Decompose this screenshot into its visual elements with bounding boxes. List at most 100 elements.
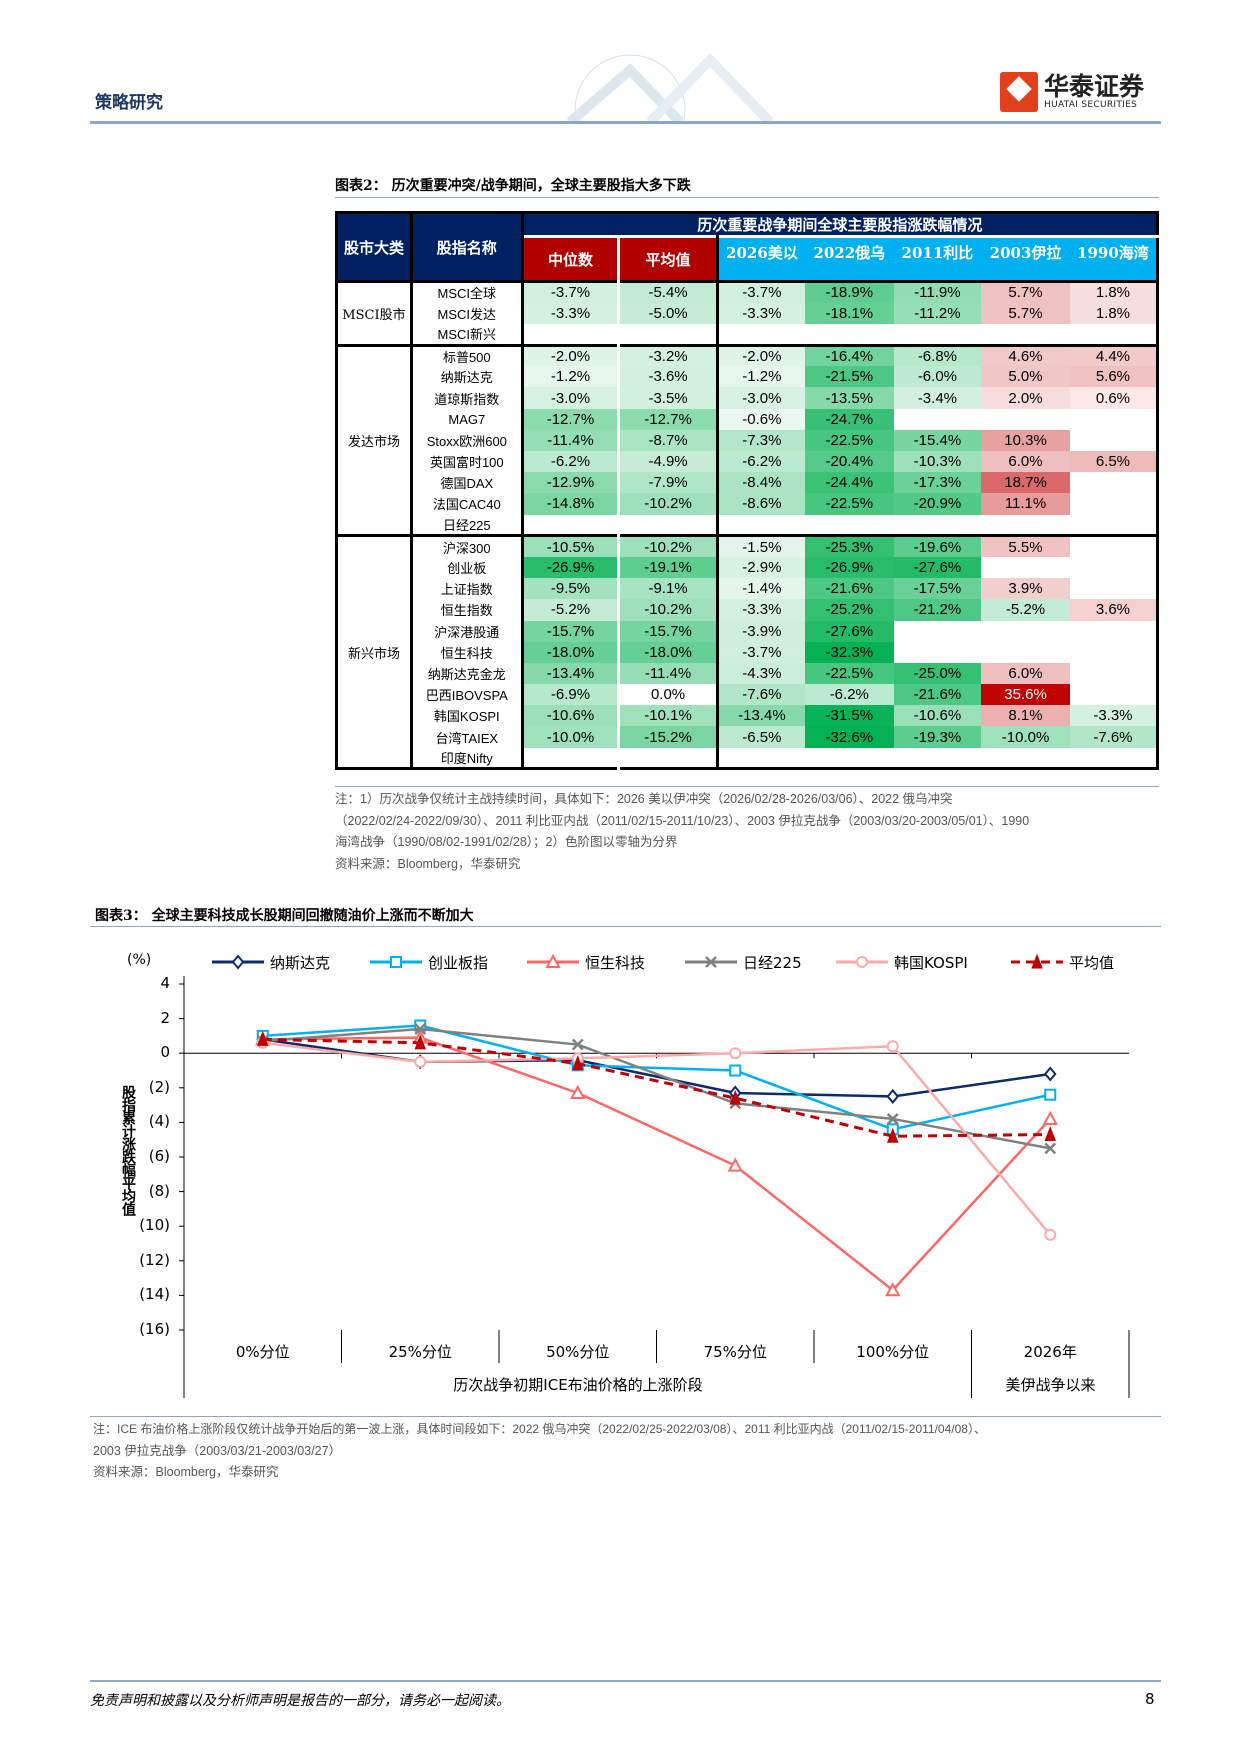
value-cell bbox=[981, 323, 1070, 346]
value-cell: -11.4% bbox=[522, 429, 621, 451]
value-cell: -5.2% bbox=[981, 599, 1070, 621]
x-marker bbox=[414, 1023, 427, 1035]
col-header-category: 股市大类 bbox=[336, 212, 413, 282]
value-cell bbox=[1069, 578, 1158, 600]
value-cell: -5.2% bbox=[522, 599, 621, 621]
table-row: 印度Nifty bbox=[337, 747, 1158, 769]
value-cell: -15.7% bbox=[522, 620, 621, 642]
value-cell: -6.5% bbox=[717, 726, 805, 748]
filled-triangle-marker bbox=[1031, 953, 1043, 969]
value-cell: -19.6% bbox=[893, 534, 982, 557]
value-cell: -3.7% bbox=[522, 279, 621, 303]
filled-triangle-marker bbox=[257, 1030, 269, 1046]
series-line bbox=[262, 1037, 1051, 1138]
table-row: 法国CAC40 -14.8% -10.2% -8.6% -22.5% -20.9% 11.1… bbox=[337, 493, 1158, 515]
value-cell: -10.6% bbox=[893, 705, 982, 727]
value-cell: -3.9% bbox=[717, 620, 805, 642]
value-cell: -6.0% bbox=[893, 366, 982, 388]
series-4 bbox=[256, 1023, 1057, 1155]
index-name-cell: 巴西IBOVSPA bbox=[411, 684, 524, 706]
diamond-marker bbox=[231, 954, 245, 970]
triangle-marker bbox=[727, 1157, 743, 1172]
value-cell bbox=[717, 747, 805, 769]
value-cell: -26.9% bbox=[522, 556, 621, 579]
value-cell: -25.2% bbox=[804, 599, 894, 621]
value-cell: -3.3% bbox=[717, 599, 805, 621]
index-name-cell: 纳斯达克金龙 bbox=[411, 662, 524, 685]
triangle-marker bbox=[570, 1084, 586, 1099]
value-cell bbox=[522, 514, 621, 536]
table-row: 韩国KOSPI -10.6% -10.1% -13.4% -31.5% -10.6% 8.1… bbox=[337, 705, 1158, 727]
value-cell: 6.5% bbox=[1069, 451, 1158, 473]
value-cell: -0.6% bbox=[717, 408, 805, 430]
value-cell: -22.5% bbox=[804, 429, 894, 451]
series-line bbox=[262, 1041, 1052, 1236]
filled-triangle-marker bbox=[887, 1127, 899, 1143]
value-cell: 3.9% bbox=[981, 578, 1070, 600]
source-line: 资料来源：Bloomberg，华泰研究 bbox=[93, 1465, 279, 1479]
index-name-cell: 纳斯达克 bbox=[411, 366, 524, 388]
value-cell bbox=[1069, 662, 1158, 685]
table-row: 沪深港股通 -15.7% -15.7% -3.9% -27.6% bbox=[337, 620, 1158, 642]
value-cell: -31.5% bbox=[804, 705, 894, 727]
value-cell: -27.6% bbox=[893, 556, 982, 579]
value-cell bbox=[1069, 472, 1158, 494]
value-cell: 4.4% bbox=[1069, 343, 1158, 367]
value-cell: -19.1% bbox=[618, 556, 719, 579]
value-cell: -3.6% bbox=[618, 366, 719, 388]
value-cell: -20.9% bbox=[893, 493, 982, 515]
value-cell bbox=[618, 514, 719, 536]
x-marker bbox=[571, 1038, 584, 1051]
value-cell: -10.3% bbox=[893, 451, 982, 473]
logo-mark-icon bbox=[1000, 72, 1038, 112]
value-cell: -7.9% bbox=[618, 472, 719, 494]
x-category-label: 100%分位 bbox=[856, 1343, 930, 1361]
series-line bbox=[262, 1027, 1051, 1150]
group-label-2026: 美伊战争以来 bbox=[1005, 1376, 1096, 1394]
triangle-marker bbox=[1042, 1110, 1058, 1125]
y-tick-label: 2 bbox=[160, 1008, 170, 1027]
table-row: 恒生指数 -5.2% -10.2% -3.3% -25.2% -21.2% -5.2% 3.6… bbox=[337, 599, 1158, 621]
col-header-2026: 2026美以 bbox=[717, 235, 805, 282]
value-cell: -8.6% bbox=[717, 493, 805, 515]
value-cell: -18.0% bbox=[618, 641, 719, 663]
circle-marker bbox=[886, 1040, 899, 1053]
triangle-marker bbox=[885, 1282, 901, 1297]
col-header-index-name: 股指名称 bbox=[411, 212, 524, 282]
col-header-mean: 平均值 bbox=[618, 235, 719, 282]
table-row: 德国DAX -12.9% -7.9% -8.4% -24.4% -17.3% 18.7% bbox=[337, 472, 1158, 494]
y-tick-label: (14) bbox=[139, 1285, 170, 1304]
value-cell: -3.4% bbox=[893, 387, 982, 409]
value-cell: -13.4% bbox=[717, 705, 805, 727]
section-title: 策略研究 bbox=[95, 93, 163, 113]
note-line: 注：1）历次战争仅统计主战持续时间，具体如下：2026 美以伊冲突（2026/0… bbox=[335, 792, 953, 806]
table-row: 上证指数 -9.5% -9.1% -1.4% -21.6% -17.5% 3.9% bbox=[337, 578, 1158, 600]
table-row: MSCI发达 -3.3% -5.0% -3.3% -18.1% -11.2% 5.7% 1.8… bbox=[337, 302, 1158, 324]
value-cell: -5.4% bbox=[618, 279, 719, 303]
x-category-label: 50%分位 bbox=[546, 1343, 610, 1361]
value-cell: -3.3% bbox=[1069, 705, 1158, 727]
value-cell: -6.2% bbox=[522, 451, 621, 473]
value-cell: 5.7% bbox=[981, 302, 1070, 324]
logo-text-en: HUATAI SECURITIES bbox=[1044, 100, 1138, 110]
value-cell: -14.8% bbox=[522, 493, 621, 515]
legend-label: 日经225 bbox=[743, 954, 802, 972]
value-cell bbox=[893, 323, 982, 346]
value-cell: -20.4% bbox=[804, 451, 894, 473]
value-cell: 5.0% bbox=[981, 366, 1070, 388]
x-category-label: 75%分位 bbox=[703, 1343, 767, 1361]
value-cell: -25.0% bbox=[893, 662, 982, 685]
value-cell: 10.3% bbox=[981, 429, 1070, 451]
series-3 bbox=[255, 1029, 1058, 1297]
figure3-title: 图表3： 全球主要科技成长股期间回撤随油价上涨而不断加大 bbox=[95, 908, 474, 924]
value-cell: -10.0% bbox=[981, 726, 1070, 748]
square-marker bbox=[390, 956, 402, 968]
value-cell bbox=[618, 323, 719, 346]
value-cell: -1.2% bbox=[717, 366, 805, 388]
x-category-label: 25%分位 bbox=[388, 1343, 452, 1361]
table-row: 道琼斯指数 -3.0% -3.5% -3.0% -13.5% -3.4% 2.0% 0.6% bbox=[337, 387, 1158, 409]
x-category-label: 0%分位 bbox=[235, 1343, 290, 1361]
index-name-cell: 台湾TAIEX bbox=[411, 726, 524, 748]
index-name-cell: 英国富时100 bbox=[411, 451, 524, 473]
table-row: 发达市场 标普500 -2.0% -3.2% -2.0% -16.4% -6.8% 4.6% 4… bbox=[336, 343, 1158, 536]
